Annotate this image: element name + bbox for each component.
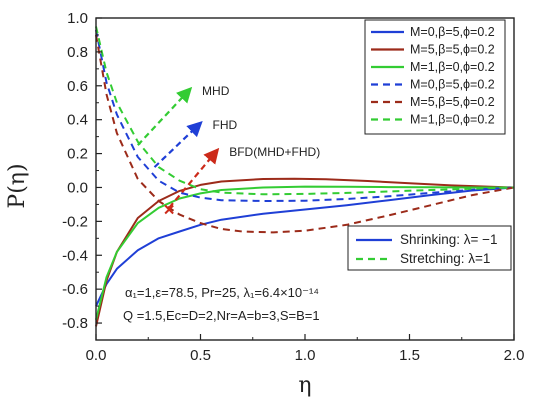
y-tick-label: 0.8	[67, 44, 88, 61]
x-tick-label: 0.5	[190, 347, 211, 364]
annotation-arrow-3	[168, 147, 220, 209]
legend-style-label-2: Stretching: λ=1	[400, 251, 490, 266]
x-tick-label: 1.5	[399, 347, 420, 364]
y-tick-label: -0.4	[62, 247, 88, 264]
parameters-line-2: Q =1.5,Ec=D=2,Nr=A=b=3,S=B=1	[123, 308, 320, 323]
annotation-label-2: FHD	[213, 118, 238, 132]
y-tick-label: -0.6	[62, 281, 88, 298]
y-axis-title: P(η)	[5, 163, 30, 208]
legend-series: M=0,β=5,ϕ=0.2 M=5,β=5,ϕ=0.2 M=1,β=0,ϕ=0.2 M…	[364, 19, 506, 135]
legend-style-box	[347, 225, 512, 271]
annotation-label-1: MHD	[202, 84, 230, 98]
series-line-3	[95, 185, 514, 320]
axes-layer: 0.0 0.5 1.0 1.5 2.0 -0.8 -0.6 -0.4 -0.2 0.0 0.2 0.4…	[62, 10, 524, 364]
y-tick-label: -0.8	[62, 315, 88, 332]
x-axis-title: η	[298, 373, 311, 398]
parameters-line-1: α₁=1,ε=78.5, Pr=25, λ₁=6.4×10⁻¹⁴	[125, 285, 319, 300]
y-tick-label: 0.0	[67, 179, 88, 196]
series-line-6	[95, 26, 515, 196]
series-line-5	[95, 34, 515, 234]
legend-series-label-5: M=5,β=5,ϕ=0.2	[410, 95, 495, 109]
y-tick-label: 0.2	[67, 146, 88, 163]
legend-style-label-1: Shrinking: λ= −1	[400, 232, 498, 247]
y-tick-label: -0.2	[62, 213, 88, 230]
legend-series-label-6: M=1,β=0,ϕ=0.2	[410, 113, 495, 127]
annotation-arrow-1	[136, 86, 193, 146]
legend-series-label-3: M=1,β=0,ϕ=0.2	[410, 60, 495, 74]
series-line-1	[95, 186, 515, 307]
legend-series-box	[364, 19, 506, 135]
y-tick-label: 0.6	[67, 78, 88, 95]
x-tick-label: 0.0	[86, 347, 107, 364]
annotation-arrow-2	[153, 120, 203, 168]
legend-series-label-4: M=0,β=5,ϕ=0.2	[410, 78, 495, 92]
x-tick-label: 1.0	[295, 347, 316, 364]
crossing-marker	[164, 204, 174, 215]
annotation-layer: MHD FHD BFD(MHD+FHD)	[136, 84, 320, 215]
annotation-label-3: BFD(MHD+FHD)	[229, 145, 320, 159]
y-tick-label: 1.0	[67, 10, 88, 27]
y-tick-label: 0.4	[67, 112, 88, 129]
series-line-4	[95, 29, 515, 202]
x-tick-label: 2.0	[504, 347, 525, 364]
legend-style: Shrinking: λ= −1 Stretching: λ=1	[347, 225, 512, 271]
legend-series-label-2: M=5,β=5,ϕ=0.2	[410, 43, 495, 57]
legend-series-label-1: M=0,β=5,ϕ=0.2	[410, 25, 495, 39]
series-layer	[95, 26, 515, 327]
